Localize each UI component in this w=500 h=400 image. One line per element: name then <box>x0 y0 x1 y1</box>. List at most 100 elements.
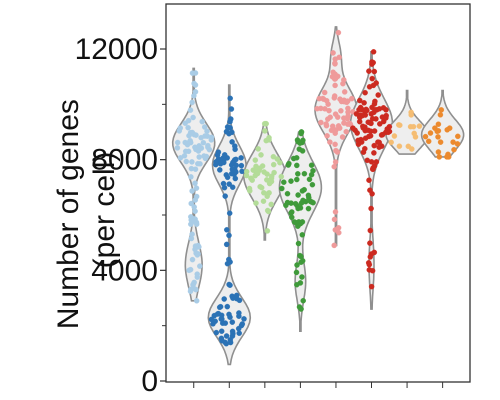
data-point <box>213 159 220 165</box>
data-point <box>427 130 434 136</box>
data-point <box>238 155 244 161</box>
data-point <box>223 241 230 248</box>
data-point <box>227 118 233 125</box>
data-point <box>266 190 272 196</box>
data-point <box>188 165 195 172</box>
data-point <box>314 105 320 112</box>
data-point <box>298 130 304 137</box>
data-point <box>367 227 374 234</box>
data-point <box>238 162 245 169</box>
data-point <box>190 114 196 121</box>
data-point <box>308 171 315 178</box>
data-point <box>327 139 333 145</box>
data-point <box>338 108 344 114</box>
y-axis-label: Number of genes (per cell) <box>52 91 121 329</box>
data-point <box>331 242 337 249</box>
data-point <box>446 125 453 131</box>
data-point <box>412 134 419 140</box>
data-point <box>187 107 194 113</box>
data-point <box>332 209 339 215</box>
data-point <box>189 231 195 237</box>
data-point <box>366 68 372 74</box>
data-point <box>268 201 274 208</box>
data-point <box>377 121 383 127</box>
data-point <box>332 141 338 148</box>
data-point <box>383 115 389 121</box>
data-point <box>370 49 377 55</box>
data-point <box>174 145 181 151</box>
data-point <box>227 95 233 102</box>
data-point <box>368 111 375 117</box>
data-point <box>252 157 259 163</box>
data-point <box>226 232 232 239</box>
data-point <box>360 123 366 130</box>
data-point <box>281 179 287 185</box>
data-point <box>288 210 294 216</box>
data-point <box>299 148 306 154</box>
data-point <box>366 84 373 90</box>
data-point <box>228 106 235 112</box>
data-point <box>306 194 312 201</box>
data-point <box>229 319 236 325</box>
data-point <box>367 187 373 193</box>
data-point <box>224 227 230 233</box>
data-point <box>425 138 432 145</box>
data-point <box>373 80 379 86</box>
data-point <box>294 176 300 183</box>
violin-body <box>314 26 358 247</box>
data-point <box>367 240 373 246</box>
data-point <box>306 176 313 183</box>
data-point <box>208 134 215 141</box>
data-point <box>193 193 200 200</box>
data-point <box>375 139 381 145</box>
data-point <box>343 99 350 106</box>
data-point <box>222 193 228 199</box>
data-point <box>357 97 363 104</box>
data-point <box>194 252 201 258</box>
data-point <box>262 128 268 134</box>
data-point <box>199 118 205 125</box>
data-point <box>227 259 233 265</box>
data-point <box>299 274 305 280</box>
data-point <box>318 119 324 126</box>
data-point <box>196 244 202 250</box>
data-point <box>270 153 277 160</box>
data-point <box>189 99 195 106</box>
data-point <box>359 106 365 113</box>
data-point <box>372 98 378 105</box>
data-point <box>445 151 451 158</box>
axes-layer: 0 4000 8000 12000 <box>75 33 444 398</box>
data-point <box>410 123 417 130</box>
data-point <box>226 181 232 187</box>
data-point <box>298 253 304 260</box>
data-point <box>198 134 204 141</box>
data-point <box>291 219 298 225</box>
data-point <box>331 216 338 223</box>
data-point <box>229 129 235 136</box>
data-point <box>247 188 253 194</box>
data-point <box>450 139 456 145</box>
data-point <box>298 259 304 265</box>
data-point <box>283 202 289 209</box>
data-point <box>435 121 442 127</box>
data-point <box>334 114 341 120</box>
data-point <box>192 180 198 186</box>
data-point <box>224 303 231 310</box>
data-point <box>300 297 306 304</box>
data-point <box>333 147 339 154</box>
y-tick-label: 8000 <box>91 144 158 177</box>
data-point <box>332 82 338 89</box>
data-point <box>192 246 198 253</box>
data-point <box>455 133 461 140</box>
data-point <box>391 133 398 139</box>
data-point <box>277 159 283 166</box>
data-point <box>227 339 234 346</box>
data-point <box>345 105 351 112</box>
data-point <box>232 143 238 149</box>
data-point <box>376 144 382 150</box>
data-point <box>187 137 193 144</box>
y-tick-label: 4000 <box>91 254 158 287</box>
data-point <box>205 144 211 151</box>
data-point <box>432 125 438 131</box>
data-point <box>226 125 232 131</box>
